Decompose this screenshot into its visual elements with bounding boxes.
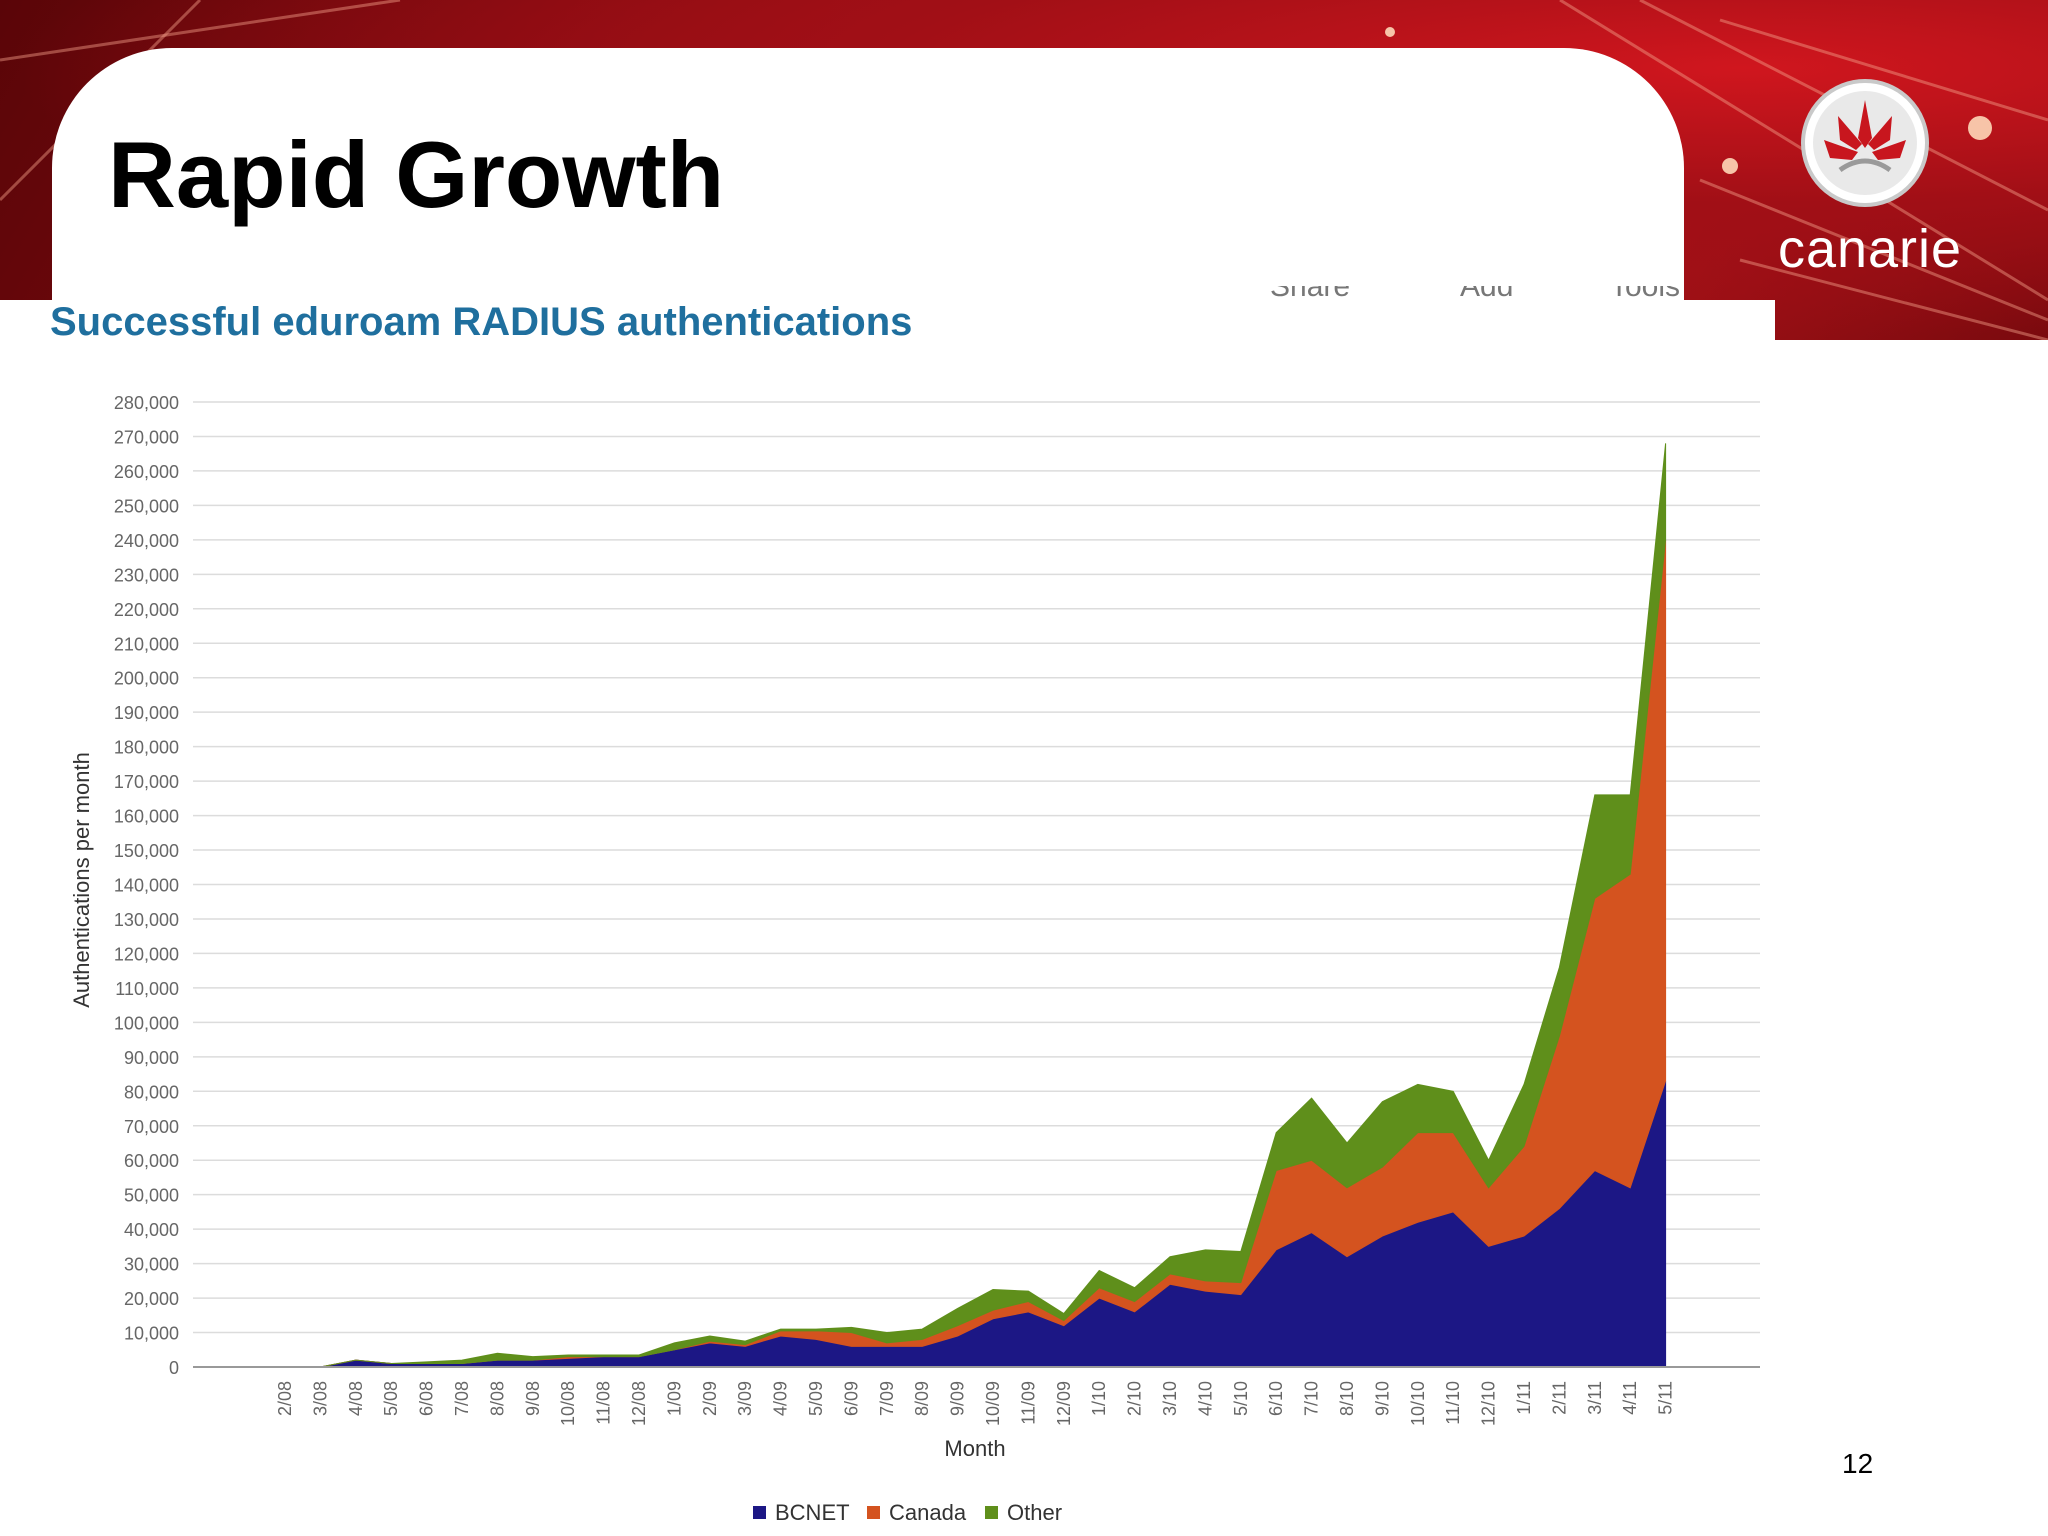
y-tick-label: 70,000: [124, 1117, 179, 1137]
legend-label-other: Other: [1007, 1500, 1062, 1525]
x-tick-label: 6/10: [1266, 1381, 1286, 1416]
y-tick-label: 170,000: [114, 772, 179, 792]
x-tick-label: 4/09: [771, 1381, 791, 1416]
y-tick-label: 80,000: [124, 1082, 179, 1102]
x-tick-label: 2/11: [1549, 1381, 1569, 1415]
x-tick-label: 8/08: [487, 1381, 507, 1416]
y-tick-label: 220,000: [114, 600, 179, 620]
x-tick-label: 3/08: [310, 1381, 330, 1416]
x-tick-label: 3/10: [1160, 1381, 1180, 1416]
x-axis-label: Month: [944, 1436, 1005, 1461]
legend-swatch-other: [985, 1506, 998, 1519]
legend-label-bcnet: BCNET: [775, 1500, 850, 1525]
x-tick-label: 7/10: [1302, 1381, 1322, 1416]
canarie-logo-icon: [1801, 79, 1929, 207]
x-tick-label: 10/10: [1408, 1381, 1428, 1426]
x-tick-label: 6/09: [841, 1381, 861, 1416]
page-number: 12: [1842, 1448, 1874, 1479]
y-tick-label: 180,000: [114, 738, 179, 758]
y-tick-label: 210,000: [114, 634, 179, 654]
y-tick-label: 160,000: [114, 807, 179, 827]
legend-label-canada: Canada: [889, 1500, 967, 1525]
share-button[interactable]: Share: [1270, 286, 1351, 303]
y-tick-label: 260,000: [114, 462, 179, 482]
x-tick-label: 11/09: [1018, 1381, 1038, 1425]
x-tick-label: 1/10: [1089, 1381, 1109, 1416]
x-tick-label: 9/10: [1372, 1381, 1392, 1416]
x-tick-label: 5/10: [1231, 1381, 1251, 1416]
y-tick-label: 250,000: [114, 496, 179, 516]
logo-wordmark: canarie: [1777, 219, 1963, 279]
x-tick-label: 7/08: [452, 1381, 472, 1416]
x-tick-label: 9/09: [948, 1381, 968, 1416]
y-tick-label: 60,000: [124, 1151, 179, 1171]
add-button[interactable]: Add: [1460, 286, 1514, 303]
x-tick-label: 7/09: [877, 1381, 897, 1416]
y-tick-label: 150,000: [114, 841, 179, 861]
y-tick-label: 240,000: [114, 531, 179, 551]
y-tick-label: 230,000: [114, 565, 179, 585]
y-axis-label: Authentications per month: [69, 752, 94, 1008]
y-tick-label: 200,000: [114, 669, 179, 689]
x-tick-label: 12/10: [1479, 1381, 1499, 1426]
x-tick-label: 5/09: [806, 1381, 826, 1416]
x-tick-label: 8/10: [1337, 1381, 1357, 1416]
legend-swatch-canada: [867, 1506, 880, 1519]
y-tick-label: 110,000: [115, 979, 179, 999]
area-series: [285, 443, 1667, 1368]
x-tick-label: 2/09: [700, 1381, 720, 1416]
area-series-other: [285, 443, 1667, 1368]
x-tick-label: 4/08: [346, 1381, 366, 1416]
chart-title: Successful eduroam RADIUS authentication…: [50, 300, 913, 344]
x-tick-label: 5/11: [1656, 1381, 1676, 1415]
y-tick-label: 0: [169, 1358, 179, 1378]
x-tick-label: 2/10: [1125, 1381, 1145, 1416]
x-tick-label: 3/09: [735, 1381, 755, 1416]
x-tick-label: 10/09: [983, 1381, 1003, 1426]
x-tick-label: 11/10: [1443, 1381, 1463, 1425]
x-tick-label: 1/09: [664, 1381, 684, 1416]
y-tick-label: 100,000: [114, 1013, 179, 1033]
y-tick-label: 50,000: [124, 1186, 179, 1206]
x-tick-label: 4/11: [1620, 1381, 1640, 1415]
stacked-area-chart: 0 10,000 20,000 30,000 40,000 50,000 60,000 70,…: [69, 393, 1760, 1525]
y-tick-label: 120,000: [114, 944, 179, 964]
x-tick-label: 8/09: [912, 1381, 932, 1416]
x-axis-ticks: 2/08 3/08 4/08 5/08 6/08 7/08 8/08 9/08 10/08 11/…: [275, 1381, 1676, 1426]
x-tick-label: 12/08: [629, 1381, 649, 1426]
x-tick-label: 12/09: [1054, 1381, 1074, 1426]
y-tick-label: 130,000: [114, 910, 179, 930]
x-tick-label: 2/08: [275, 1381, 295, 1416]
legend-swatch-bcnet: [753, 1506, 766, 1519]
x-tick-label: 5/08: [381, 1381, 401, 1416]
y-tick-label: 20,000: [124, 1289, 179, 1309]
x-tick-label: 9/08: [523, 1381, 543, 1416]
x-tick-label: 1/11: [1514, 1381, 1534, 1415]
y-tick-label: 140,000: [114, 876, 179, 896]
x-tick-label: 3/11: [1585, 1381, 1605, 1415]
y-tick-label: 280,000: [114, 393, 179, 413]
slide-title: Rapid Growth: [108, 122, 725, 227]
tools-button[interactable]: Tools: [1610, 286, 1681, 303]
x-tick-label: 10/08: [558, 1381, 578, 1426]
y-tick-label: 40,000: [124, 1220, 179, 1240]
y-tick-label: 190,000: [114, 703, 179, 723]
y-tick-label: 10,000: [124, 1324, 179, 1344]
x-tick-label: 11/08: [594, 1381, 614, 1425]
y-tick-label: 270,000: [114, 427, 179, 447]
x-tick-label: 4/10: [1195, 1381, 1215, 1416]
y-tick-label: 30,000: [124, 1255, 179, 1275]
x-tick-label: 6/08: [417, 1381, 437, 1416]
y-tick-label: 90,000: [124, 1048, 179, 1068]
chart-toolbar: Share Add Tools: [1270, 286, 1750, 306]
y-axis-ticks: 0 10,000 20,000 30,000 40,000 50,000 60,000 70,…: [114, 393, 179, 1378]
legend: BCNET Canada Other: [753, 1500, 1062, 1525]
